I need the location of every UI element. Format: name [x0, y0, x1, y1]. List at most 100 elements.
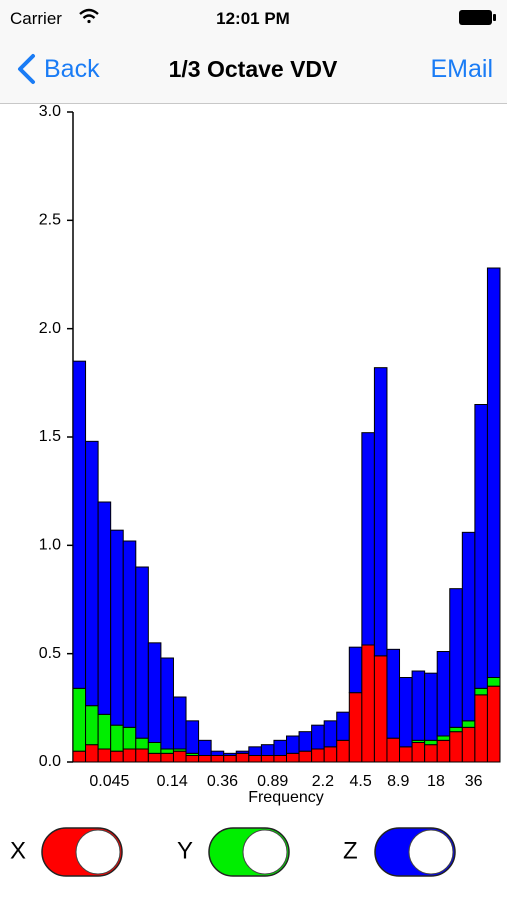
toggle-switch[interactable] [41, 827, 123, 877]
nav-title: 1/3 Octave VDV [169, 56, 338, 82]
x-tick-label: 0.045 [89, 773, 129, 790]
bar-segment [260, 755, 275, 763]
bar-segment [286, 735, 300, 754]
bar-segment [386, 737, 401, 763]
bar-segment [248, 755, 262, 763]
clock: 12:01 PM [216, 9, 290, 28]
bar-segment [424, 739, 438, 746]
bar-segment [311, 748, 325, 763]
bar-segment [198, 739, 212, 756]
bar-segment [97, 748, 112, 763]
bar-segment [336, 739, 350, 763]
y-tick-label: 2.0 [39, 320, 61, 337]
bar-segment [122, 726, 137, 750]
bar-segment [122, 748, 137, 763]
x-tick-label: 18 [427, 773, 445, 790]
bar-segment [273, 755, 287, 763]
legend: X Y Z [10, 827, 456, 877]
x-axis-title: Frequency [248, 789, 324, 806]
y-tick-label: 2.5 [39, 212, 61, 229]
bar-segment [223, 752, 237, 756]
bar-segment [474, 687, 488, 696]
bar-segment [172, 696, 187, 750]
y-tick-label: 0.0 [39, 753, 61, 770]
bar-segment [160, 748, 174, 754]
y-tick-label: 3.0 [39, 103, 61, 120]
bar-segment [85, 744, 99, 763]
bar-segment [110, 724, 124, 752]
x-tick-label: 0.36 [207, 773, 238, 790]
bar-segment [348, 692, 363, 763]
bar-segment [97, 713, 112, 750]
bar-segment [424, 744, 438, 763]
legend-label: X [10, 837, 26, 864]
x-tick-label: 2.2 [312, 773, 334, 790]
bar-segment [348, 646, 363, 694]
y-tick-label: 0.5 [39, 645, 61, 662]
y-tick-label: 1.0 [39, 537, 61, 554]
bar-segment [436, 735, 451, 741]
plot: 0.0 0.5 1.0 1.5 2.0 2.5 3.0 0.045 0.14 0.36 0.89 2.… [39, 103, 501, 790]
legend-label: Y [177, 837, 193, 864]
bar-segment [135, 566, 149, 739]
bar-segment [486, 685, 501, 763]
bar-segment [461, 726, 476, 763]
bar-segment [373, 655, 388, 763]
bar-segment [474, 404, 488, 689]
bar-segment [72, 687, 87, 752]
toggle-knob[interactable] [242, 829, 288, 875]
bar-segment [210, 750, 225, 757]
bar-segment [147, 752, 162, 763]
bar-segment [399, 677, 413, 748]
back-button[interactable]: Back [18, 54, 100, 84]
bar-segment [210, 755, 225, 763]
bar-segment [223, 755, 237, 763]
bar-segment [323, 720, 338, 748]
bar-segment [449, 731, 463, 763]
legend-label: Z [343, 837, 358, 864]
toggle-switch[interactable] [208, 827, 290, 877]
bar-segment [85, 440, 99, 707]
bar-segment [185, 720, 200, 754]
toggle-knob[interactable] [408, 829, 454, 875]
bar-segment [147, 642, 162, 743]
bar-segment [373, 367, 388, 657]
bar-segment [97, 501, 112, 715]
toggle-switch[interactable] [374, 827, 456, 877]
x-tick-label: 0.89 [257, 773, 288, 790]
bar-segment [135, 737, 149, 750]
bar-segment [486, 267, 501, 678]
bar-segment [298, 750, 313, 763]
wifi-icon [79, 8, 99, 24]
x-tick-label: 36 [465, 773, 483, 790]
bar-segment [235, 750, 250, 754]
bar-segment [248, 746, 262, 756]
bar-segment [273, 739, 287, 756]
x-tick-label: 0.14 [157, 773, 188, 790]
back-label[interactable]: Back [44, 55, 100, 83]
bar-segment [110, 529, 124, 726]
bar-segment [260, 744, 275, 757]
bar-segment [147, 742, 162, 754]
bar-segment [135, 748, 149, 763]
bar-segment [361, 644, 375, 763]
x-tick-label: 8.9 [387, 773, 409, 790]
bar-segment [461, 720, 476, 728]
carrier: Carrier [10, 9, 62, 28]
bar-segment [411, 742, 426, 763]
y-tick-label: 1.5 [39, 428, 61, 445]
email-button[interactable]: EMail [430, 55, 493, 83]
bar-segment [411, 670, 426, 741]
bar-segment [122, 540, 137, 728]
bar-segment [72, 750, 87, 763]
bar-segment [436, 651, 451, 737]
bar-segment [298, 731, 313, 752]
bar-segment [110, 750, 124, 763]
bar-segment [424, 672, 438, 741]
bar-segment [160, 657, 174, 750]
x-tick-label: 4.5 [349, 773, 371, 790]
bar-segment [336, 711, 350, 741]
bar-segment [399, 746, 413, 763]
toggle-knob[interactable] [75, 829, 121, 875]
